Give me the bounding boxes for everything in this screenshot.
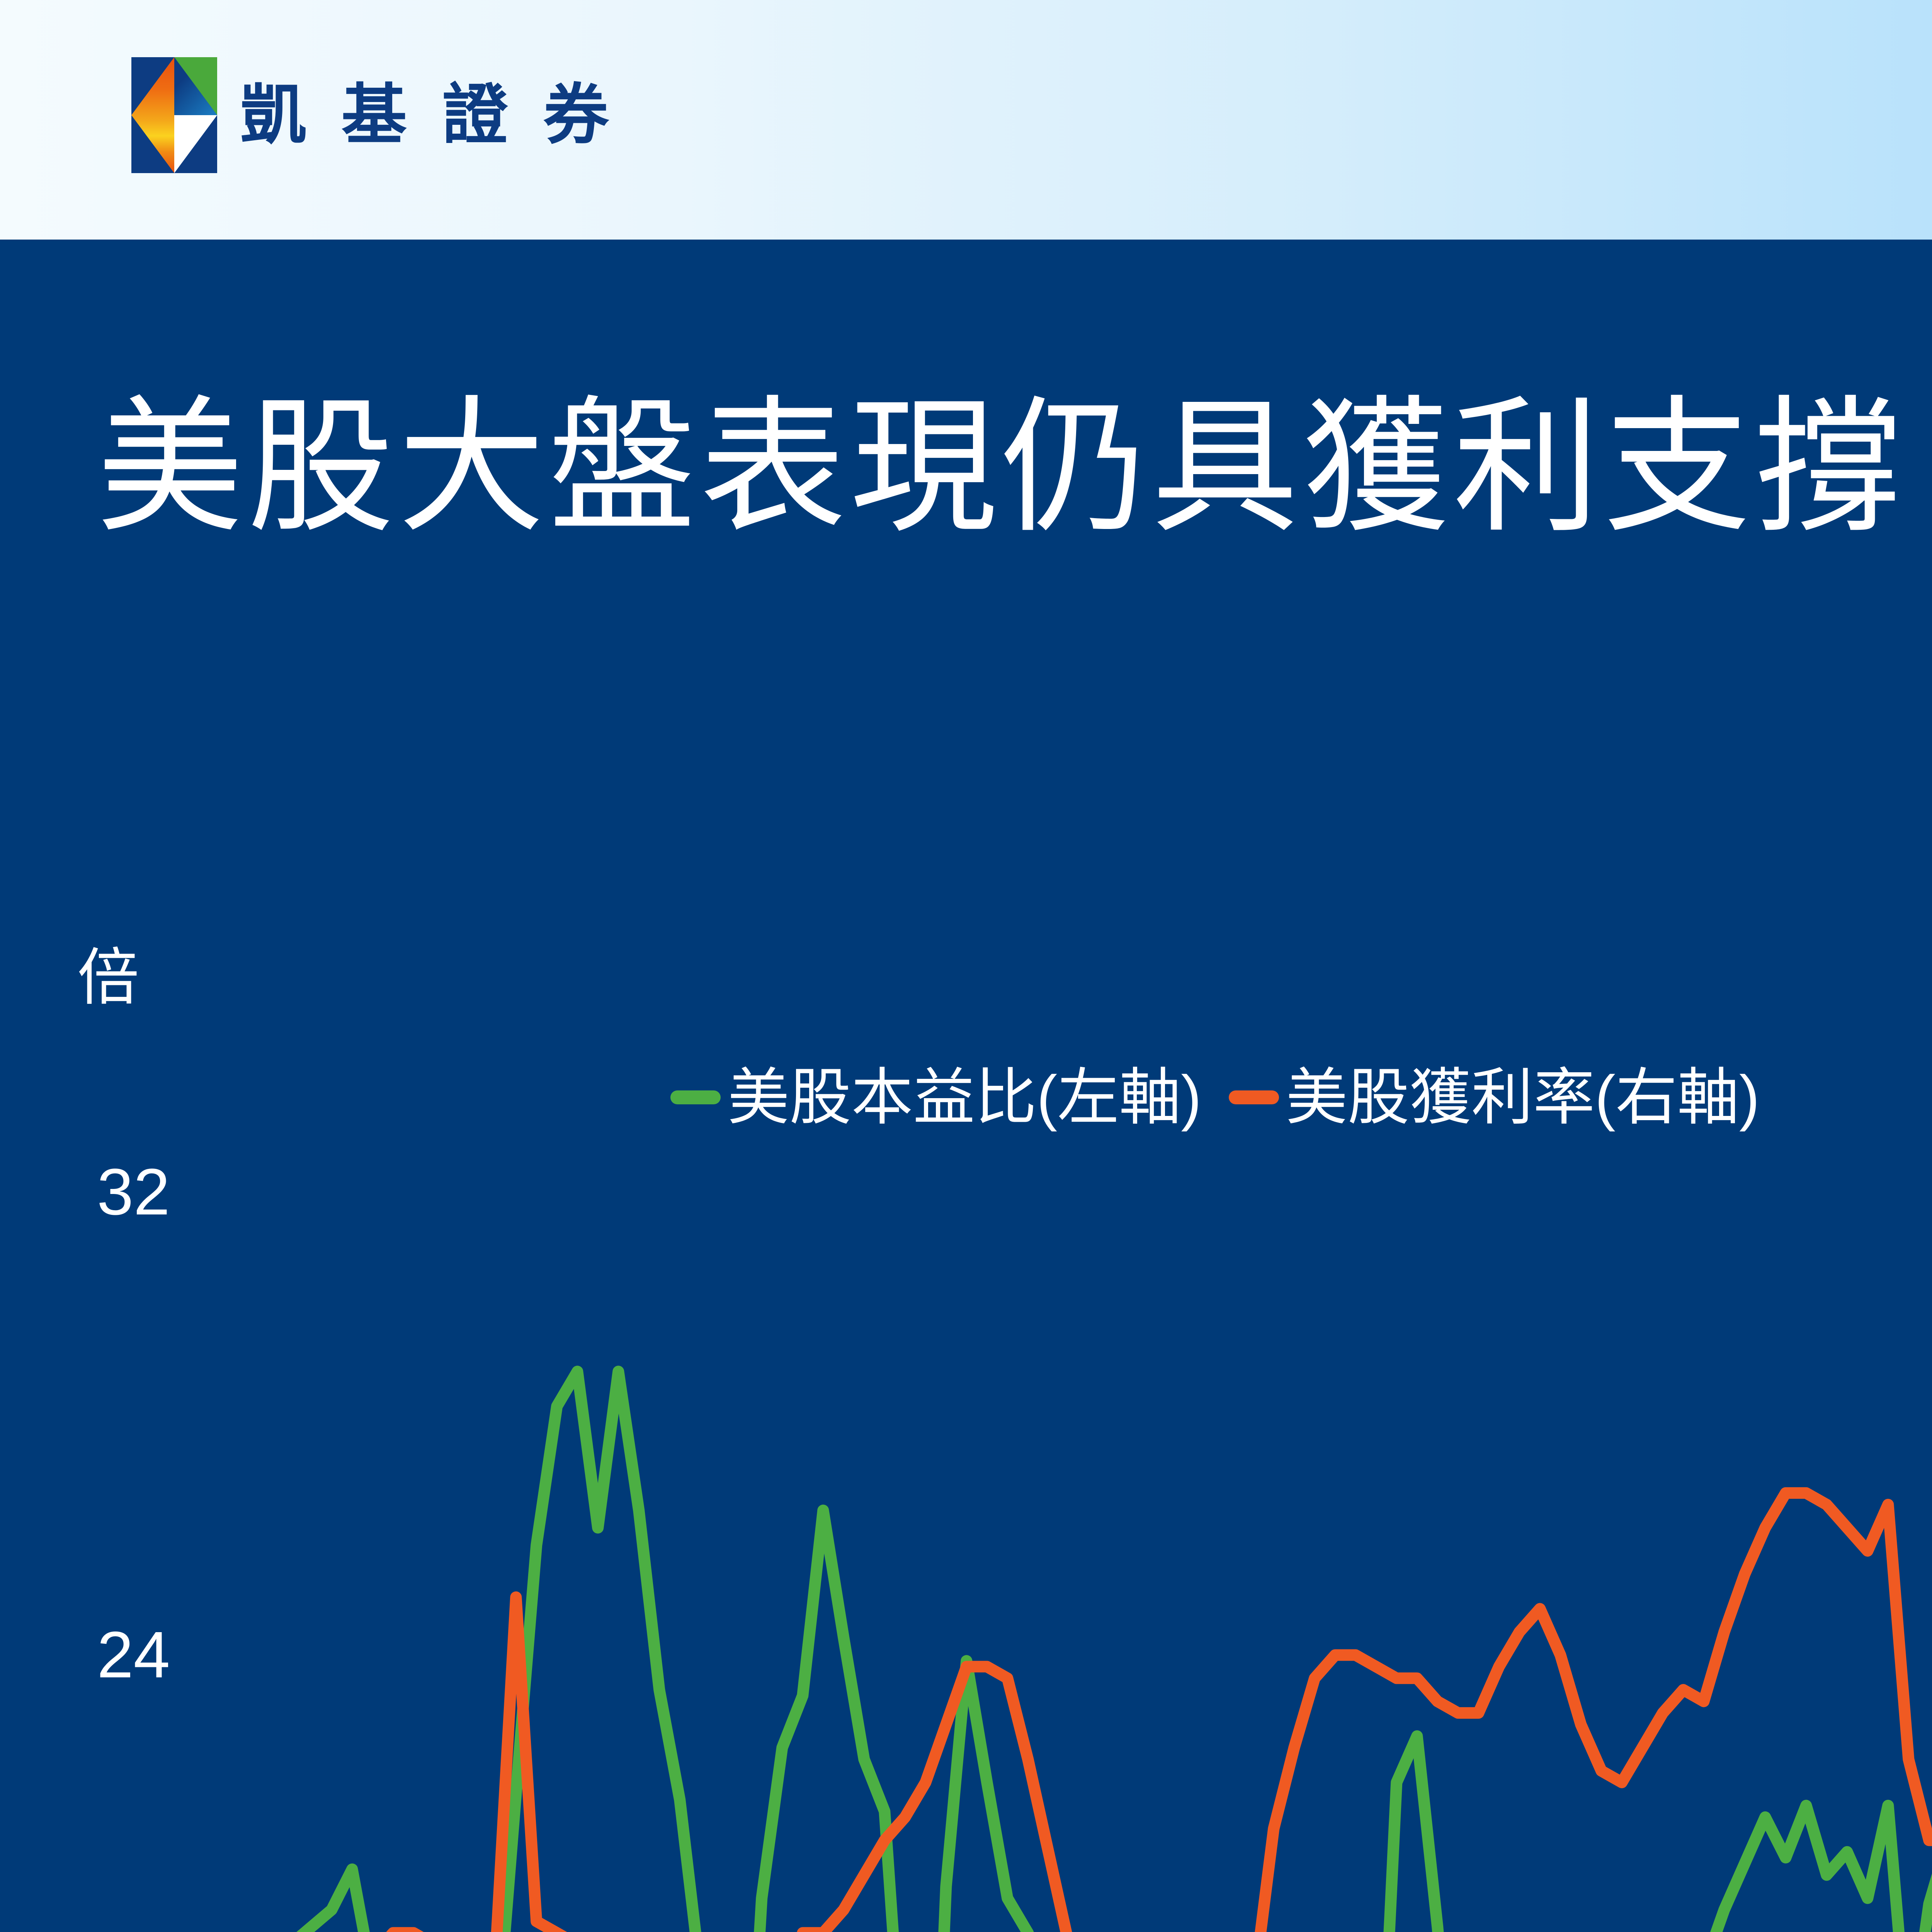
series-line-pe	[296, 1366, 1932, 1932]
left-tick-24: 24	[97, 1618, 170, 1692]
left-axis-tick-labels: 8162432	[0, 0, 170, 1932]
chart-legend: 美股本益比(左軸) 美股獲利率(右軸)	[670, 1066, 1760, 1128]
brand-lockup: 凱 基 證 券	[131, 57, 617, 173]
legend-swatch-pe	[670, 1090, 721, 1104]
left-tick-32: 32	[97, 1155, 170, 1229]
page-title: 美股大盤表現仍具獲利支撐	[97, 385, 1905, 549]
brand-name: 凱 基 證 券	[240, 78, 617, 152]
chart-svg	[296, 1366, 1932, 1932]
left-axis-unit: 倍	[77, 943, 139, 1012]
legend-item-pe[interactable]: 美股本益比(左軸)	[670, 1066, 1202, 1128]
legend-item-yield[interactable]: 美股獲利率(右軸)	[1228, 1063, 1760, 1132]
header-band: 凱 基 證 券	[0, 0, 1932, 240]
legend-label-pe: 美股本益比(左軸)	[728, 1063, 1202, 1132]
kgi-diamond-logo-icon	[131, 57, 217, 173]
series-line-yield	[386, 1487, 1932, 1932]
legend-label-yield: 美股獲利率(右軸)	[1286, 1063, 1760, 1132]
legend-swatch-yield	[1228, 1090, 1279, 1104]
line-chart-plot	[195, 1192, 1932, 1932]
